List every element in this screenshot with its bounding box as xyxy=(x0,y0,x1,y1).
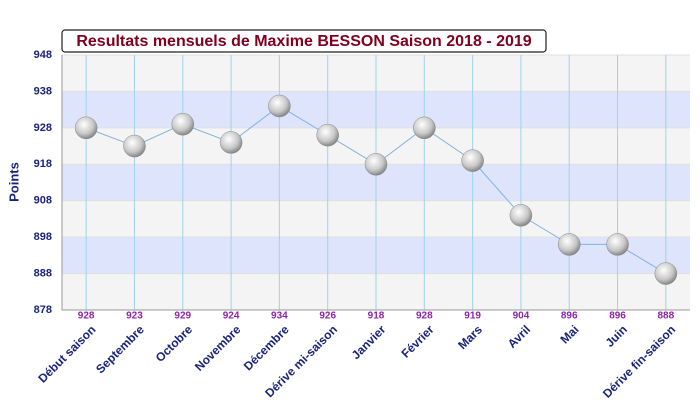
x-tick-label: Mars xyxy=(455,322,485,352)
value-label: 888 xyxy=(658,311,675,322)
y-tick-label: 878 xyxy=(34,304,52,316)
value-label: 896 xyxy=(609,311,626,322)
chart-title: Resultats mensuels de Maxime BESSON Sais… xyxy=(76,33,531,50)
x-tick-label: Février xyxy=(398,322,436,360)
y-axis-label: Points xyxy=(6,162,21,202)
value-label: 929 xyxy=(174,311,191,322)
data-point xyxy=(123,134,146,158)
y-tick-label: 948 xyxy=(34,49,52,61)
x-tick-label: Janvier xyxy=(349,322,389,362)
value-label: 919 xyxy=(464,311,481,322)
data-point xyxy=(654,262,678,285)
data-point xyxy=(606,233,629,256)
x-tick-label: Décembre xyxy=(241,322,292,373)
x-tick-label: Octobre xyxy=(153,322,196,365)
value-label: 896 xyxy=(561,311,578,322)
value-label: 904 xyxy=(513,311,530,322)
value-label: 918 xyxy=(368,311,385,322)
y-tick-label: 928 xyxy=(34,122,52,134)
value-label: 934 xyxy=(271,311,288,322)
value-label: 928 xyxy=(78,311,95,322)
value-label: 926 xyxy=(319,311,336,322)
data-point xyxy=(364,153,388,176)
data-point xyxy=(557,233,581,256)
x-tick-label: Novembre xyxy=(192,322,244,374)
title-box xyxy=(61,29,547,53)
x-tick-label: Septembre xyxy=(93,322,147,376)
value-label: 924 xyxy=(223,311,240,322)
y-tick-label: 898 xyxy=(34,231,52,243)
data-point xyxy=(461,149,484,172)
x-tick-label: Début saison xyxy=(35,322,98,385)
data-point xyxy=(74,116,98,140)
value-label: 928 xyxy=(416,311,433,322)
y-tick-label: 888 xyxy=(34,267,52,279)
data-point xyxy=(316,123,339,147)
data-point xyxy=(268,94,291,118)
x-tick-label: Juin xyxy=(603,322,630,349)
y-tick-label: 918 xyxy=(34,158,52,170)
x-tick-label: Mai xyxy=(558,322,582,346)
data-point xyxy=(509,204,533,227)
y-tick-label: 938 xyxy=(34,85,52,97)
value-label: 923 xyxy=(126,311,143,322)
x-tick-label: Avril xyxy=(505,322,533,350)
data-point xyxy=(219,131,243,154)
data-point xyxy=(413,116,436,140)
y-tick-label: 908 xyxy=(34,195,52,207)
data-point xyxy=(171,112,195,136)
